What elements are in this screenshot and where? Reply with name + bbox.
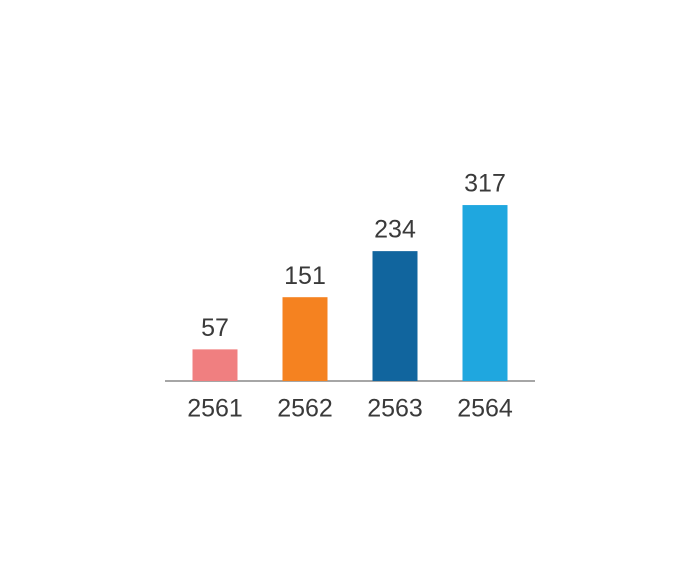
- bar: [282, 297, 328, 381]
- x-tick-label: 2564: [457, 395, 513, 423]
- bar: [372, 251, 418, 381]
- x-tick-label: 2562: [277, 395, 333, 423]
- x-tick-label: 2563: [367, 395, 423, 423]
- value-label: 151: [284, 262, 326, 290]
- bar: [192, 349, 238, 381]
- x-tick-label: 2561: [187, 395, 243, 423]
- value-label: 234: [374, 216, 416, 244]
- value-label: 57: [201, 314, 229, 342]
- bar: [462, 205, 508, 381]
- value-label: 317: [464, 170, 506, 198]
